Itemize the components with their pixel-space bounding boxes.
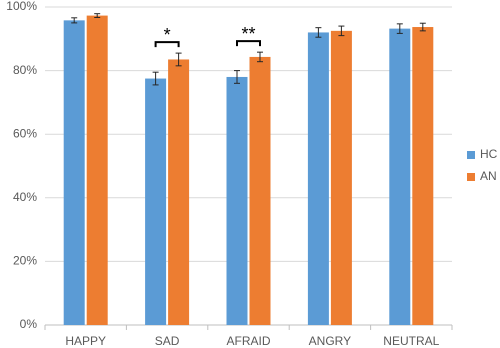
significance-label: * (164, 25, 171, 45)
legend-label: AN (480, 169, 497, 183)
legend-label: HC (480, 147, 498, 161)
y-tick-label: 80% (13, 63, 37, 77)
x-tick-label: ANGRY (309, 334, 351, 348)
y-tick-label: 100% (6, 0, 37, 13)
bar (86, 15, 108, 326)
bar (63, 20, 85, 326)
error-bar (94, 13, 101, 18)
error-bar (396, 23, 403, 34)
error-bar (419, 22, 426, 32)
x-tick-label: HAPPY (65, 334, 106, 348)
error-bar (234, 70, 240, 84)
x-tick-label: AFRAID (226, 334, 270, 348)
y-tick-label: 40% (13, 190, 37, 204)
bar (249, 56, 271, 326)
x-tick-label: SAD (155, 334, 180, 348)
x-tick-label: NEUTRAL (383, 334, 439, 348)
significance-bracket (236, 40, 261, 47)
error-bar (71, 17, 78, 24)
legend-swatch (467, 173, 475, 181)
y-tick-label: 0% (20, 317, 38, 331)
significance-bracket (154, 41, 180, 48)
legend-swatch (467, 151, 475, 159)
error-bar (257, 51, 263, 63)
bar (145, 78, 167, 325)
significance-label: ** (241, 24, 255, 44)
bar (168, 59, 190, 325)
error-bar (175, 52, 182, 67)
bar (412, 27, 434, 326)
bar (330, 30, 352, 325)
bar (307, 32, 329, 325)
error-bar (152, 71, 159, 86)
error-bar (315, 27, 322, 38)
y-tick-label: 60% (13, 126, 37, 140)
error-bar (338, 25, 345, 37)
bar (226, 76, 248, 326)
y-tick-label: 20% (13, 254, 37, 268)
bar (389, 28, 411, 326)
